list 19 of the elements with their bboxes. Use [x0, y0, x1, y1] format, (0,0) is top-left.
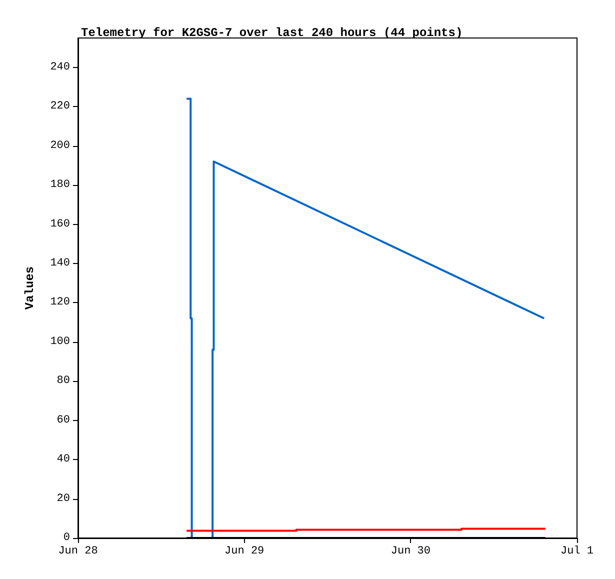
y-tick-label: 140 — [50, 257, 70, 270]
x-tick-label: Jul 1 — [560, 546, 594, 558]
y-tick-label: 240 — [50, 61, 70, 74]
y-tick-label: 20 — [56, 492, 70, 505]
y-tick-label: 80 — [56, 375, 70, 388]
x-tick-label: Jun 30 — [390, 546, 430, 558]
y-tick-label: 180 — [50, 179, 70, 192]
x-tick-label: Jun 28 — [58, 546, 98, 558]
chart-title: Telemetry for K2GSG-7 over last 240 hours (44 points) — [81, 26, 463, 40]
y-axis-title: Values — [23, 266, 37, 310]
y-tick-label: 220 — [50, 100, 70, 113]
y-tick-label: 120 — [50, 296, 70, 309]
x-tick-label: Jun 29 — [224, 546, 264, 558]
y-tick-label: 60 — [56, 414, 70, 426]
y-tick-label: 160 — [50, 218, 70, 230]
y-tick-label: 0 — [63, 532, 70, 544]
y-tick-label: 100 — [50, 336, 70, 348]
y-tick-label: 40 — [56, 454, 70, 466]
y-tick-label: 200 — [50, 140, 70, 152]
